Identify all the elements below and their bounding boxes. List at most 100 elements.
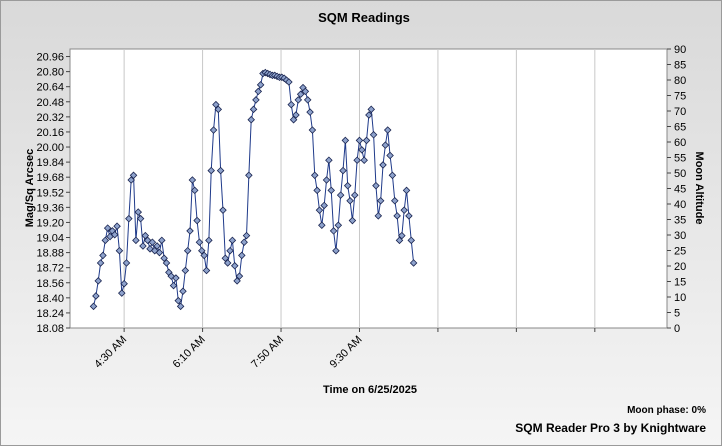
y2-tick-label: 0 <box>674 323 680 335</box>
data-point <box>296 90 305 99</box>
data-point <box>254 87 263 96</box>
y-tick-label: 19.20 <box>36 217 64 229</box>
data-point <box>127 176 135 184</box>
y-tick-label: 18.24 <box>36 308 64 320</box>
data-point <box>386 151 394 160</box>
data-point <box>341 136 350 145</box>
data-point <box>252 96 260 104</box>
data-point <box>372 181 380 190</box>
data-point <box>240 238 248 246</box>
data-point <box>228 236 237 245</box>
data-point <box>181 266 190 275</box>
data-point <box>136 214 145 223</box>
plot-area <box>69 48 668 329</box>
data-point <box>343 181 352 190</box>
y-axis-label: Mag/Sq Arcsec <box>24 149 36 227</box>
x-axis-label: Time on 6/25/2025 <box>323 384 417 396</box>
data-point <box>158 236 166 245</box>
data-point <box>120 279 128 288</box>
data-point <box>235 272 244 280</box>
y2-tick-label: 20 <box>674 261 686 273</box>
y-tick-label: 20.64 <box>36 82 64 94</box>
data-point <box>301 87 310 96</box>
data-point <box>348 216 357 225</box>
data-point <box>186 227 194 235</box>
data-point <box>219 206 227 214</box>
y-tick-label: 19.04 <box>36 233 64 245</box>
data-point <box>256 81 265 89</box>
data-point <box>122 259 131 267</box>
chart-title: SQM Readings <box>318 10 410 25</box>
data-point <box>129 171 138 180</box>
data-point <box>153 242 161 250</box>
y2-tick-label: 10 <box>674 292 686 304</box>
data-point <box>391 196 399 205</box>
data-point <box>101 236 110 245</box>
data-point <box>407 236 416 245</box>
data-point <box>110 230 119 239</box>
data-point <box>205 236 213 245</box>
data-point <box>329 227 338 235</box>
data-point <box>402 186 411 195</box>
data-point <box>249 105 258 114</box>
data-point <box>310 171 319 180</box>
y2-tick-label: 75 <box>674 91 686 103</box>
data-point <box>134 208 143 216</box>
y-tick-label: 18.08 <box>36 323 64 335</box>
y2-tick-label: 85 <box>674 60 686 72</box>
y-tick-label: 20.48 <box>36 97 64 109</box>
data-point <box>212 100 220 109</box>
data-point <box>365 111 373 119</box>
data-point <box>353 156 361 164</box>
data-point <box>172 274 180 282</box>
data-point <box>306 108 314 116</box>
y-tick-label: 19.84 <box>36 157 64 169</box>
data-point <box>115 246 124 255</box>
y-tick-label: 20.96 <box>36 52 64 64</box>
y2-tick-label: 70 <box>674 106 686 118</box>
data-point <box>325 156 333 164</box>
y-tick-label: 18.56 <box>36 278 64 290</box>
data-point <box>381 141 390 149</box>
data-point <box>388 171 397 180</box>
y-tick-label: 18.40 <box>36 293 64 305</box>
y-tick-label: 18.88 <box>36 248 64 260</box>
y2-tick-label: 5 <box>674 308 680 320</box>
data-point <box>89 302 98 311</box>
data-point <box>183 246 192 255</box>
y2-tick-label: 80 <box>674 75 686 87</box>
moon-phase: Moon phase: 0% <box>627 405 706 416</box>
data-point <box>193 216 201 225</box>
data-point <box>216 166 225 175</box>
data-point <box>195 238 204 246</box>
data-point <box>398 231 406 240</box>
data-point <box>315 206 324 214</box>
data-point <box>379 161 387 169</box>
data-point <box>376 196 385 205</box>
data-point <box>318 221 326 230</box>
y2-tick-label: 65 <box>674 122 686 134</box>
data-point <box>160 254 168 263</box>
data-point <box>174 296 183 305</box>
data-point <box>383 126 392 134</box>
y2-tick-label: 50 <box>674 168 686 180</box>
data-point <box>139 242 147 250</box>
y2-tick-label: 30 <box>674 230 686 242</box>
data-point <box>393 212 401 220</box>
data-point <box>395 236 404 245</box>
y2-tick-label: 15 <box>674 277 686 289</box>
data-point <box>334 221 343 230</box>
data-point <box>332 246 340 255</box>
data-point <box>190 186 199 195</box>
data-point <box>113 222 121 230</box>
data-point <box>103 224 112 232</box>
data-point <box>320 201 328 210</box>
data-point <box>367 105 376 114</box>
data-point <box>214 105 223 114</box>
data-point <box>141 231 150 240</box>
data-point <box>99 251 107 260</box>
data-point <box>167 272 175 280</box>
data-point <box>209 126 218 134</box>
data-point <box>362 136 371 145</box>
y2-tick-label: 55 <box>674 153 686 165</box>
